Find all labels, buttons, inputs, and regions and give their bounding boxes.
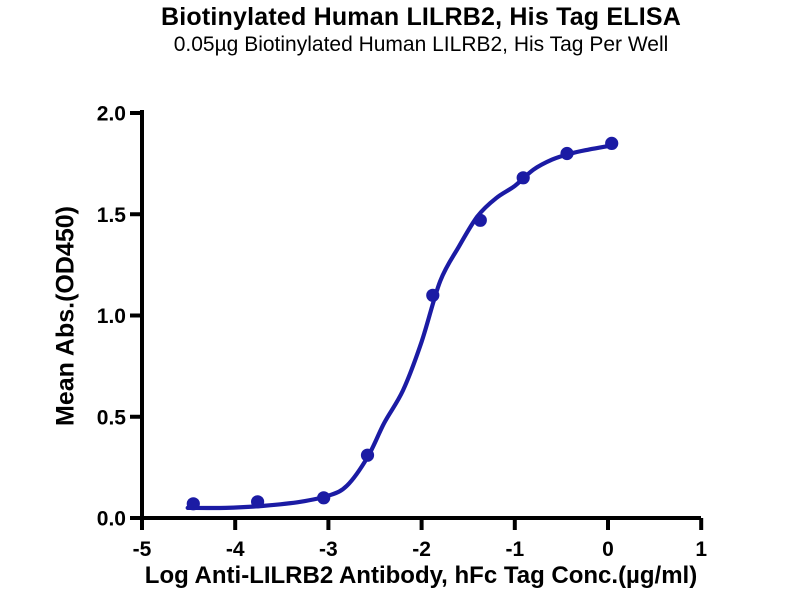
data-point <box>360 448 375 462</box>
data-point <box>473 213 487 227</box>
y-tick-label: 0.0 <box>97 508 126 531</box>
axes <box>140 110 701 520</box>
data-point <box>317 491 331 505</box>
x-tick-label: -1 <box>505 538 524 561</box>
chart-title: Biotinylated Human LILRB2, His Tag ELISA <box>160 3 682 31</box>
fit-curve <box>185 143 614 511</box>
x-tick-label: -5 <box>133 538 152 561</box>
data-point <box>560 146 574 161</box>
x-tick-label: 1 <box>695 538 707 561</box>
data-point <box>186 497 200 511</box>
x-axis-label: Log Anti-LILRB2 Antibody, hFc Tag Conc.(… <box>144 562 698 589</box>
data-point <box>516 171 530 185</box>
y-tick-label: 2.0 <box>97 103 126 126</box>
chart-subtitle: 0.05µg Biotinylated Human LILRB2, His Ta… <box>173 33 669 56</box>
data-point <box>426 288 440 302</box>
data-point <box>251 495 265 509</box>
x-tick-label: -4 <box>226 538 245 561</box>
y-tick-label: 0.5 <box>97 406 127 429</box>
y-tick-label: 1.0 <box>97 305 126 328</box>
data-point <box>605 136 619 150</box>
x-tick-label: -3 <box>319 538 338 561</box>
x-tick-label: -2 <box>412 538 431 561</box>
y-tick-label: 1.5 <box>97 204 127 227</box>
x-tick-label: 0 <box>602 538 614 561</box>
